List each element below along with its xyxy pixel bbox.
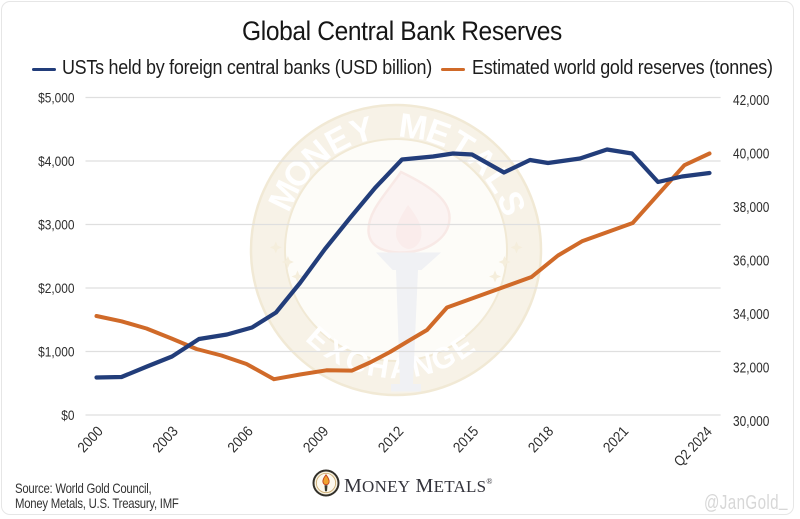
svg-text:30,000: 30,000: [733, 414, 769, 430]
svg-text:32,000: 32,000: [733, 361, 769, 377]
svg-text:34,000: 34,000: [733, 307, 769, 323]
svg-text:2000: 2000: [75, 424, 107, 456]
svg-text:2009: 2009: [300, 424, 332, 456]
svg-text:$5,000: $5,000: [38, 90, 75, 106]
svg-text:38,000: 38,000: [733, 200, 769, 216]
svg-text:36,000: 36,000: [733, 254, 769, 270]
svg-text:$1,000: $1,000: [38, 343, 75, 359]
svg-text:42,000: 42,000: [733, 93, 769, 109]
svg-text:40,000: 40,000: [733, 147, 769, 163]
svg-text:2003: 2003: [150, 424, 182, 456]
svg-text:2015: 2015: [450, 424, 482, 456]
svg-text:$0: $0: [61, 407, 74, 423]
svg-text:2021: 2021: [600, 424, 632, 456]
svg-text:M: M: [397, 106, 430, 148]
svg-text:$3,000: $3,000: [38, 216, 75, 232]
svg-text:2006: 2006: [225, 424, 257, 456]
svg-text:$4,000: $4,000: [38, 153, 75, 169]
svg-text:$2,000: $2,000: [38, 280, 75, 296]
svg-text:Q2 2024: Q2 2024: [671, 424, 715, 470]
svg-text:2018: 2018: [525, 424, 557, 456]
svg-text:2012: 2012: [375, 424, 407, 456]
